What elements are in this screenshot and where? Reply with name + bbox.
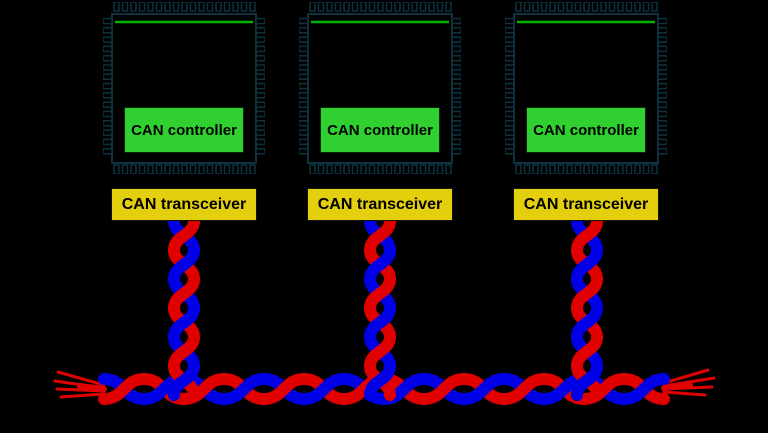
bus-frayed-end-left [53,370,107,399]
can-controller-box: CAN controller [320,107,440,153]
can-controller-box: CAN controller [124,107,244,153]
bus-frayed-end-right [661,368,716,397]
can-controller-box: CAN controller [526,107,646,153]
can-transceiver-box: CAN transceiver [307,188,453,221]
can-transceiver-box: CAN transceiver [111,188,257,221]
can-transceiver-box: CAN transceiver [513,188,659,221]
